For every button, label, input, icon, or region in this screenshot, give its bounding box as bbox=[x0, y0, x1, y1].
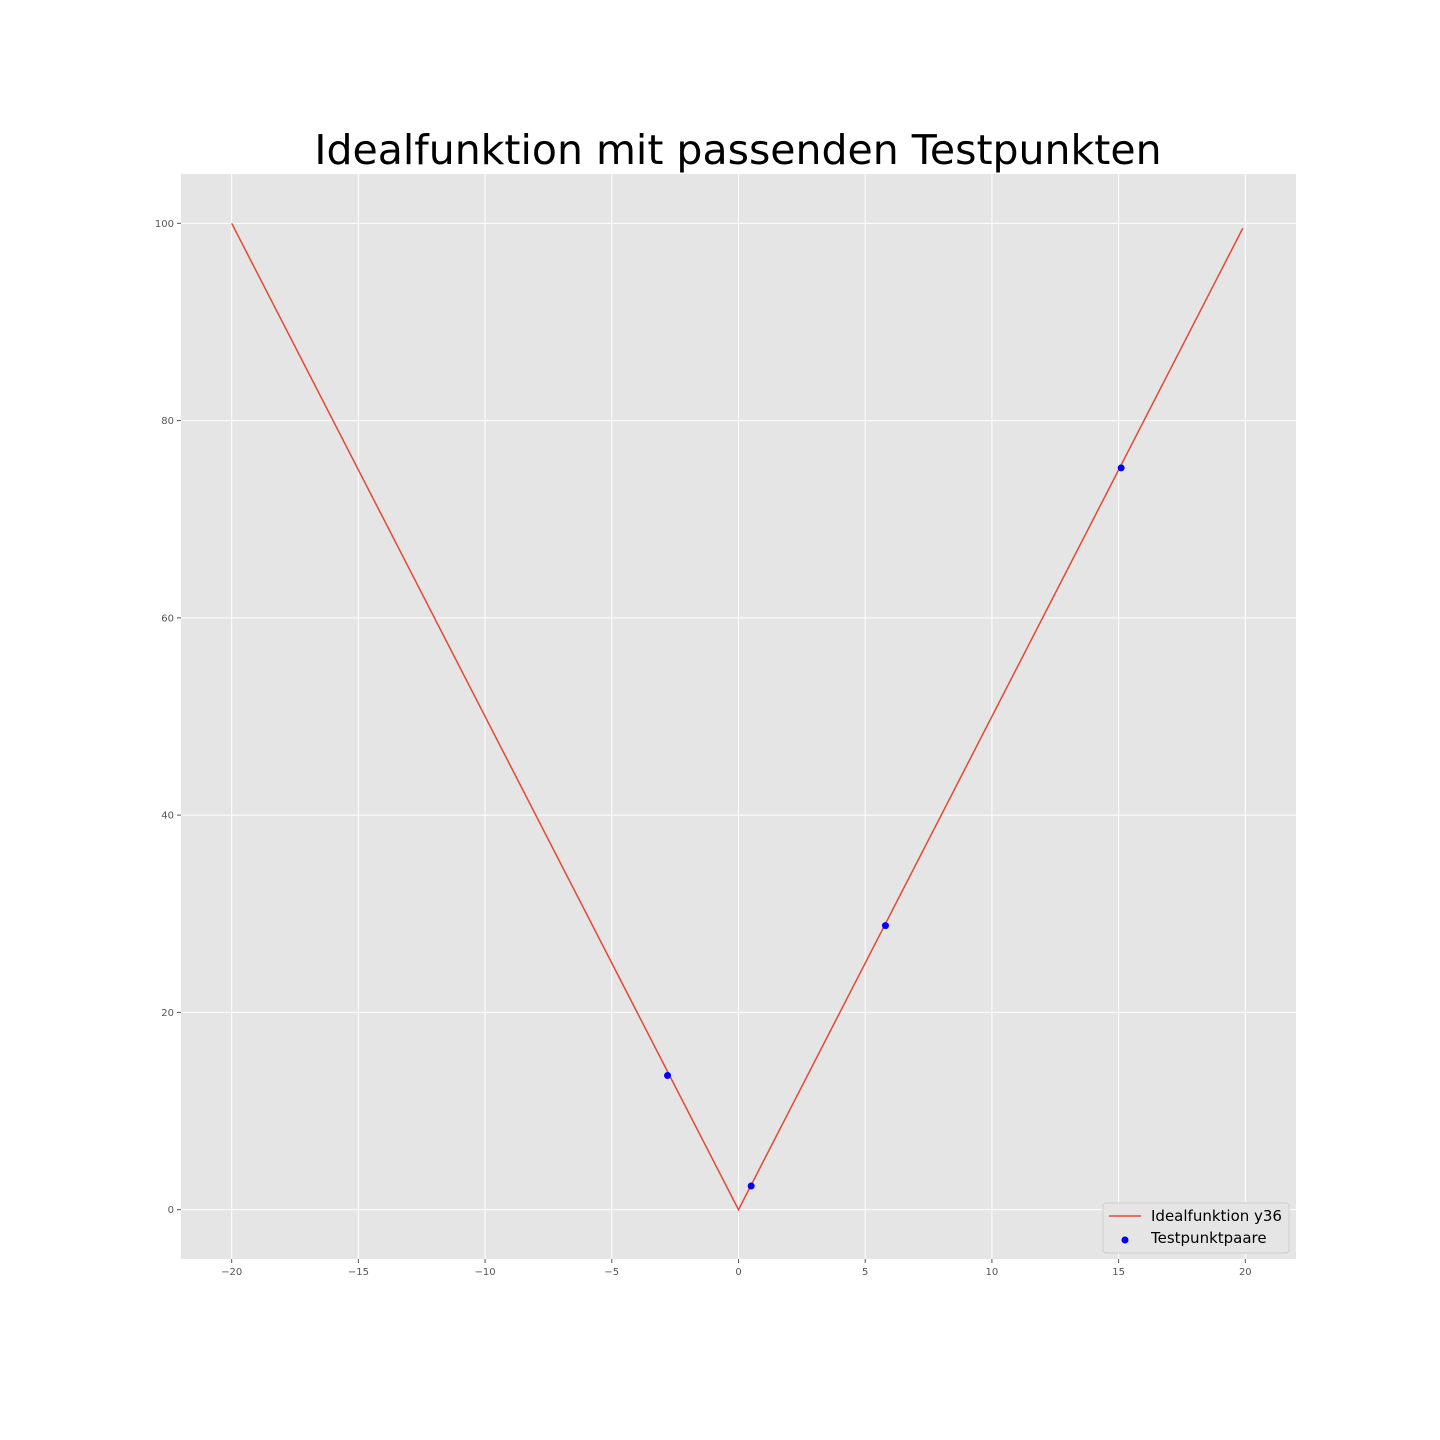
legend: Idealfunktion y36 Testpunktpaare bbox=[1102, 1202, 1290, 1254]
legend-box bbox=[1102, 1202, 1290, 1254]
x-tick-label: 20 bbox=[1239, 1267, 1252, 1278]
y-tick-label: 100 bbox=[155, 219, 174, 230]
legend-label-points: Testpunktpaare bbox=[1150, 1229, 1267, 1247]
legend-label-line: Idealfunktion y36 bbox=[1151, 1207, 1282, 1225]
x-tick-label: 10 bbox=[986, 1267, 999, 1278]
chart-title: Idealfunktion mit passenden Testpunkten bbox=[314, 126, 1161, 174]
test-point bbox=[664, 1072, 672, 1080]
x-tick-label: −5 bbox=[604, 1267, 619, 1278]
x-tick-label: 5 bbox=[862, 1267, 868, 1278]
x-tick-label: 15 bbox=[1112, 1267, 1125, 1278]
y-tick-label: 20 bbox=[161, 1008, 174, 1019]
legend-point-swatch bbox=[1121, 1236, 1129, 1244]
y-tick-label: 80 bbox=[161, 416, 174, 427]
test-point bbox=[747, 1182, 755, 1190]
ideal-function-line bbox=[231, 222, 1244, 1212]
x-tick-label: 0 bbox=[735, 1267, 741, 1278]
test-point bbox=[881, 922, 889, 930]
y-tick-label: 0 bbox=[168, 1205, 174, 1216]
series-layer bbox=[231, 222, 1244, 1212]
y-tick-label: 60 bbox=[161, 613, 174, 624]
y-tick-label: 40 bbox=[161, 811, 174, 822]
x-tick-label: −20 bbox=[221, 1267, 242, 1278]
test-point bbox=[1117, 464, 1125, 472]
y-axis-ticks: 0 20 40 60 80 100 bbox=[155, 219, 181, 1216]
x-tick-label: −10 bbox=[475, 1267, 496, 1278]
x-tick-label: −15 bbox=[348, 1267, 369, 1278]
x-axis-ticks: −20 −15 −10 −5 0 5 10 15 20 bbox=[221, 1259, 1252, 1278]
